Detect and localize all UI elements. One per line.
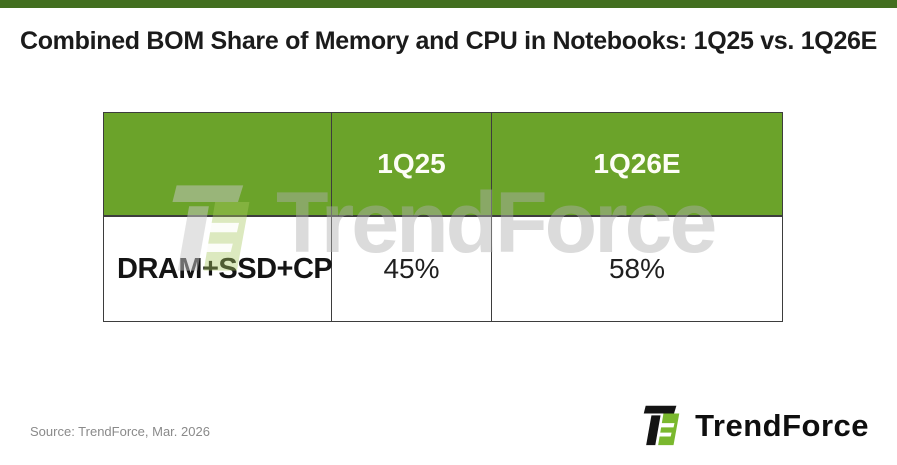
table-header-1q26e: 1Q26E xyxy=(492,113,782,217)
page-title: Combined BOM Share of Memory and CPU in … xyxy=(19,27,878,55)
trendforce-mark-icon xyxy=(638,401,686,449)
top-accent-bar xyxy=(0,0,897,8)
source-note: Source: TrendForce, Mar. 2026 xyxy=(30,424,210,439)
trendforce-logo: TrendForce xyxy=(638,401,869,449)
table-header-blank xyxy=(104,113,332,217)
table-header-1q25: 1Q25 xyxy=(332,113,492,217)
table-row-label: DRAM+SSD+CPU xyxy=(104,217,353,321)
trendforce-logo-text: TrendForce xyxy=(695,407,869,443)
table-value-1q26e: 58% xyxy=(492,217,782,321)
bom-share-table: 1Q25 1Q26E DRAM+SSD+CPU 45% 58% xyxy=(103,112,783,322)
table-value-1q25: 45% xyxy=(332,217,492,321)
